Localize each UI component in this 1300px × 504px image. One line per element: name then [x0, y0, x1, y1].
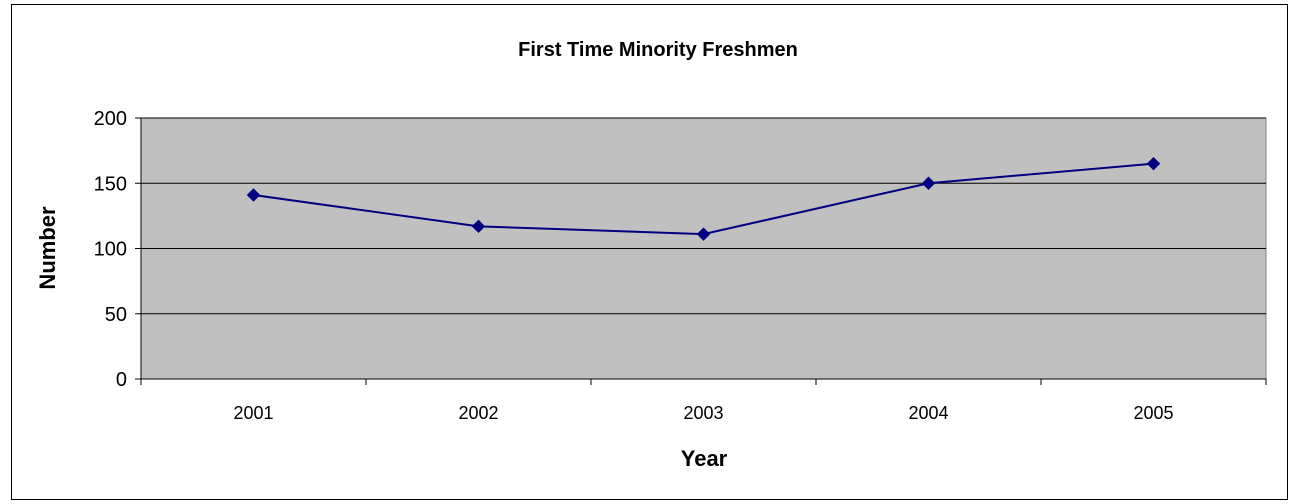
y-axis-label: Number	[35, 206, 60, 290]
y-tick-label: 150	[94, 173, 127, 195]
x-tick-label: 2001	[233, 403, 273, 423]
gridlines	[141, 117, 1266, 315]
series-group	[246, 156, 1161, 241]
x-axis-label: Year	[681, 446, 728, 471]
data-point-marker	[471, 219, 486, 234]
x-tick-label: 2005	[1133, 403, 1173, 423]
y-tick-label: 100	[94, 239, 127, 261]
data-point-marker	[1146, 156, 1161, 171]
data-point-marker	[921, 176, 936, 190]
chart-title: First Time Minority Freshmen	[518, 39, 798, 61]
data-point-marker	[696, 227, 711, 241]
y-axis: 0 50 100 150 200	[94, 108, 142, 391]
x-axis: 2001 2002 2003 2004 2005	[140, 378, 1267, 423]
x-tick-label: 2003	[683, 403, 723, 423]
data-point-marker	[246, 188, 261, 202]
x-tick-label: 2004	[908, 403, 948, 423]
y-tick-label: 50	[105, 304, 127, 326]
y-tick-label: 0	[116, 369, 127, 391]
x-tick-label: 2002	[458, 403, 498, 423]
y-tick-label: 200	[94, 108, 127, 130]
